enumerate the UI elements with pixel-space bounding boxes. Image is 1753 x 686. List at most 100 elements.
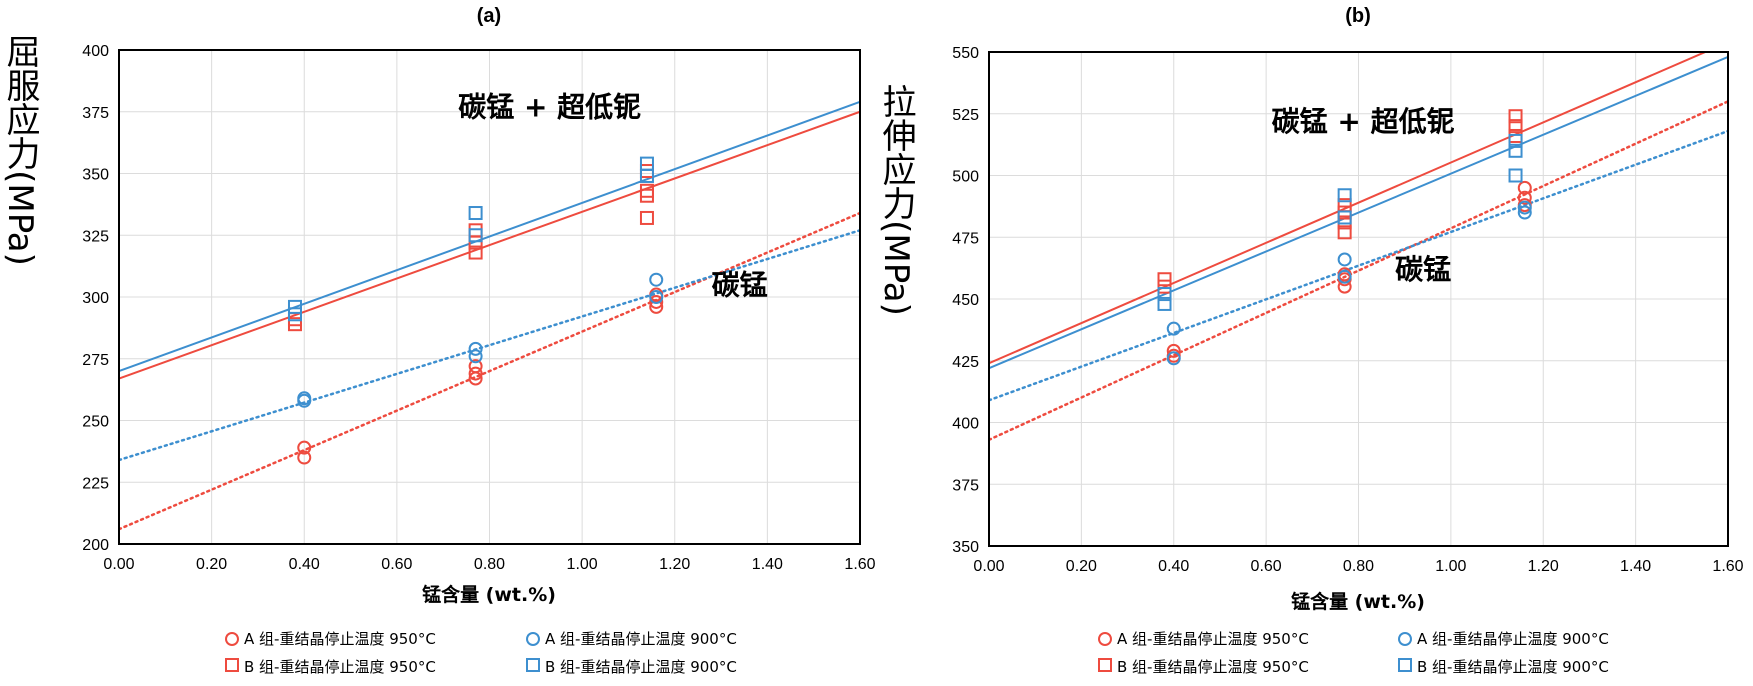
chart1-x-tick-label: 0.20 [1066, 558, 1097, 575]
chart1-point-square [1508, 168, 1523, 183]
legend-entry: B 组-重结晶停止温度 950°C [225, 658, 436, 676]
chart0-x-tick-label: 1.60 [844, 556, 875, 573]
chart1-point-circle [1337, 252, 1352, 267]
chart1-point-square [1508, 109, 1523, 124]
chart0-point-square [639, 183, 654, 198]
chart0-x-tick-label: 1.00 [567, 556, 598, 573]
chart0-point-square [639, 188, 654, 203]
chart0-annotation: 碳锰 + 超低铌 [458, 91, 641, 124]
chart1-y-tick-label: 450 [952, 292, 979, 309]
chart1-fit-lines [989, 52, 1728, 442]
chart1-fit-line-blue-square [989, 55, 1728, 370]
chart1-x-tick-label: 1.40 [1620, 558, 1651, 575]
chart0-x-tick-label: 0.40 [289, 556, 320, 573]
chart0-points [287, 156, 664, 465]
chart1-point-square [1157, 272, 1172, 287]
chart0-point-square [639, 164, 654, 179]
chart0-point-circle [297, 450, 312, 465]
chart1-x-axis-label: 锰含量 (wt.%) [1291, 590, 1425, 613]
chart0-point-circle [468, 359, 483, 374]
chart0-point-square [468, 245, 483, 260]
chart1-point-square [1337, 188, 1352, 203]
legend-label: A 组-重结晶停止温度 950°C [244, 630, 436, 648]
chart0-point-square [468, 206, 483, 221]
chart0-x-tick-label: 1.20 [659, 556, 690, 573]
chart1-fit-line-blue-circle [989, 129, 1728, 402]
legend-entry: B 组-重结晶停止温度 950°C [1098, 658, 1309, 676]
legend-label: B 组-重结晶停止温度 950°C [244, 658, 436, 676]
chart0-title: (a) [477, 5, 501, 27]
chart0-y-tick-label: 325 [82, 228, 109, 245]
chart1-y-tick-label: 375 [952, 477, 979, 494]
chart0-point-circle [649, 272, 664, 287]
chart1-x-tick-label: 0.00 [973, 558, 1004, 575]
chart0-point-circle [649, 290, 664, 304]
chart1-point-circle [1517, 190, 1532, 205]
legend-entry: B 组-重结晶停止温度 900°C [526, 658, 737, 676]
chart1-point-square [1337, 210, 1352, 225]
chart1-title: (b) [1345, 5, 1371, 27]
chart0-x-tick-label: 1.40 [752, 556, 783, 573]
chart0-point-circle [468, 349, 483, 364]
chart0-y-axis-label: 屈服应力(MPa) [0, 34, 40, 266]
chart0-fit-lines [119, 100, 860, 531]
chart0-point-square [639, 210, 654, 225]
chart1-fit-line-red-square [989, 52, 1708, 365]
chart1-point-square [1157, 279, 1172, 294]
chart1-points [1157, 109, 1532, 366]
chart0-plot-frame [118, 49, 861, 545]
chart0-point-square [287, 299, 302, 314]
legend-marker-circle [526, 632, 540, 646]
chart0-fit-line-red-circle [119, 211, 860, 531]
chart1-x-tick-label: 1.60 [1712, 558, 1743, 575]
chart1-point-circle [1517, 200, 1532, 215]
chart0-point-square [639, 156, 654, 171]
chart0-point-circle [297, 393, 312, 408]
legend-marker-circle [1098, 632, 1112, 646]
chart0-point-square [468, 223, 483, 238]
chart1-x-tick-label: 0.60 [1251, 558, 1282, 575]
panel-b-tensile-stress-chart: 0.00 0.20 0.40 0.60 0.80 1.00 1.20 1.40 1.60 350 3… [876, 5, 1744, 613]
legend-entry: A 组-重结晶停止温度 900°C [1398, 630, 1609, 648]
chart0-fit-line-blue-square [119, 100, 860, 373]
legend-panel-b: A 组-重结晶停止温度 950°C A 组-重结晶停止温度 900°C B 组-重结… [1098, 630, 1609, 676]
chart1-point-circle [1166, 321, 1181, 336]
chart0-point-circle [468, 366, 483, 381]
chart0-x-tick-label: 0.20 [196, 556, 227, 573]
legend-marker-square [225, 658, 239, 672]
chart1-point-circle [1166, 351, 1181, 366]
chart0-point-square [468, 228, 483, 243]
legend-marker-circle [225, 632, 239, 646]
chart0-point-square [287, 307, 302, 322]
legend-marker-circle [1398, 632, 1412, 646]
legend-label: B 组-重结晶停止温度 900°C [545, 658, 737, 676]
chart0-x-axis-label: 锰含量 (wt.%) [422, 583, 556, 606]
chart1-point-square [1157, 287, 1172, 302]
chart0-y-tick-label: 225 [82, 475, 109, 492]
chart1-point-circle [1166, 343, 1181, 358]
chart0-y-tick-label: 200 [82, 537, 109, 554]
chart0-point-square [639, 168, 654, 183]
chart1-y-tick-label: 425 [952, 354, 979, 371]
chart1-x-tick-label: 1.00 [1435, 558, 1466, 575]
legend-label: B 组-重结晶停止温度 900°C [1417, 658, 1609, 676]
legend-label: A 组-重结晶停止温度 950°C [1117, 630, 1309, 648]
panel-a-yield-stress-chart: 0.00 0.20 0.40 0.60 0.80 1.00 1.20 1.40 1.60 200 2… [0, 5, 876, 606]
legend-marker-square [526, 658, 540, 672]
chart1-annotation: 碳锰 [1395, 253, 1451, 286]
legend-entry: A 组-重结晶停止温度 900°C [526, 630, 737, 648]
chart0-y-tick-label: 400 [82, 43, 109, 60]
chart1-point-circle [1517, 180, 1532, 195]
chart0-y-tick-label: 275 [82, 352, 109, 369]
legend-entry: B 组-重结晶停止温度 900°C [1398, 658, 1609, 676]
legend-label: B 组-重结晶停止温度 950°C [1117, 658, 1309, 676]
legend-label: A 组-重结晶停止温度 900°C [1417, 630, 1609, 648]
chart1-point-square [1157, 296, 1172, 311]
chart1-plot-frame [988, 51, 1729, 547]
legend-marker-square [1098, 658, 1112, 672]
chart1-point-square [1508, 119, 1523, 134]
chart1-point-square [1508, 143, 1523, 158]
legend-entry: A 组-重结晶停止温度 950°C [225, 630, 436, 648]
chart0-x-tick-label: 0.60 [381, 556, 412, 573]
